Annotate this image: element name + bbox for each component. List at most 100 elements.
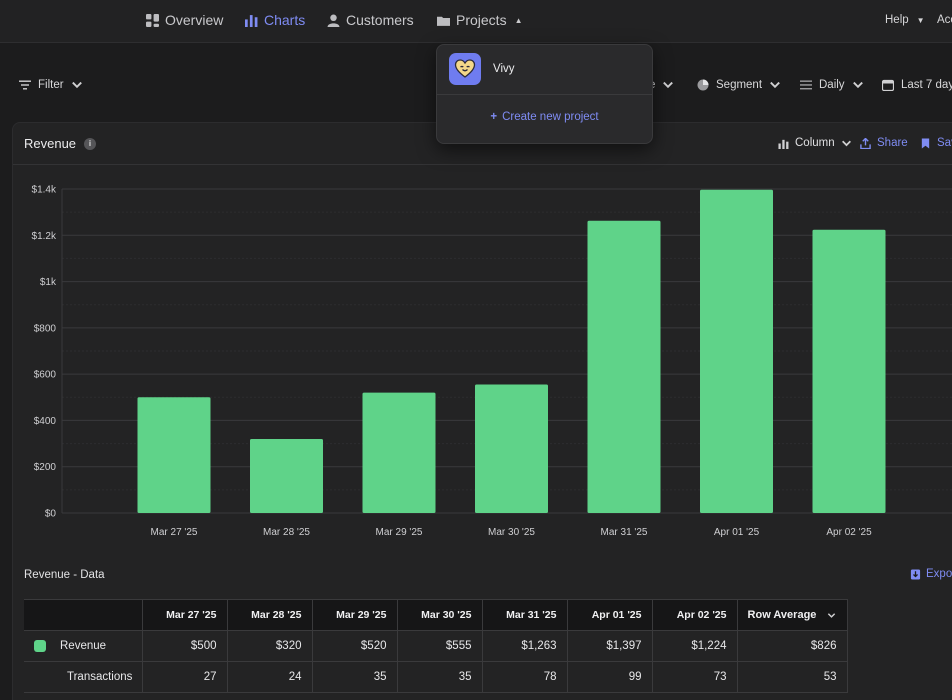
table-cell: $1,224 bbox=[651, 630, 738, 662]
folder-icon bbox=[437, 16, 450, 26]
x-tick-label: Mar 31 '25 bbox=[601, 527, 648, 538]
info-icon[interactable]: i bbox=[84, 137, 97, 150]
share-icon bbox=[860, 137, 871, 149]
nav-charts-label: Charts bbox=[264, 12, 306, 28]
column-header[interactable]: Mar 29 '25 bbox=[311, 599, 398, 631]
segment-button[interactable]: Segment bbox=[697, 79, 781, 91]
x-tick-label: Mar 28 '25 bbox=[263, 527, 310, 538]
date-range-label: Last 7 days bbox=[901, 79, 952, 91]
chevron-down-icon bbox=[841, 140, 851, 146]
resolution-button[interactable]: Daily bbox=[800, 79, 864, 91]
bookmark-icon bbox=[921, 137, 930, 149]
export-label: Expo bbox=[926, 568, 952, 580]
project-item-vivy[interactable]: Vivy bbox=[449, 53, 515, 85]
card-title: Revenue i bbox=[24, 136, 97, 151]
filter-icon bbox=[19, 80, 31, 90]
nav-projects[interactable]: Projects ▲ bbox=[437, 12, 523, 28]
data-table: Mar 27 '25 Mar 28 '25 Mar 29 '25 Mar 30 … bbox=[24, 599, 848, 693]
export-button[interactable]: Expo bbox=[910, 568, 952, 580]
bar[interactable] bbox=[137, 397, 211, 513]
segment-label: Segment bbox=[716, 79, 763, 91]
export-icon bbox=[910, 568, 921, 580]
bar[interactable] bbox=[362, 392, 436, 513]
share-button[interactable]: Share bbox=[860, 137, 908, 149]
column-header[interactable]: Apr 01 '25 bbox=[566, 599, 653, 631]
column-chart-icon bbox=[778, 139, 789, 149]
column-header[interactable]: Mar 31 '25 bbox=[481, 599, 568, 631]
revenue-chart: $0 $200 $400 $600 $800 $1k $1.2k $1.4k Mar 27 '… bbox=[32, 185, 952, 538]
create-project-button[interactable]: + Create new project bbox=[437, 111, 652, 123]
table-row-revenue: Revenue $500 $320 $520 $555 $1,263 $1,39… bbox=[24, 630, 848, 662]
bar[interactable] bbox=[475, 384, 548, 513]
x-tick-label: Mar 30 '25 bbox=[488, 527, 535, 538]
bar[interactable] bbox=[587, 220, 661, 513]
share-label: Share bbox=[877, 137, 908, 149]
y-tick-label: $1.2k bbox=[32, 231, 57, 242]
x-tick-label: Apr 01 '25 bbox=[714, 527, 760, 538]
project-name: Vivy bbox=[493, 63, 515, 75]
column-header[interactable]: Mar 30 '25 bbox=[396, 599, 483, 631]
chart-type-button[interactable]: Column bbox=[778, 137, 852, 149]
account-menu[interactable]: Acc bbox=[937, 14, 952, 26]
y-tick-label: $1k bbox=[40, 277, 57, 288]
chevron-down-icon bbox=[663, 81, 674, 89]
charts-icon bbox=[245, 14, 258, 27]
save-button[interactable]: Sav bbox=[920, 137, 952, 149]
dropdown-divider bbox=[437, 94, 652, 95]
date-range-button[interactable]: Last 7 days bbox=[882, 79, 952, 91]
pie-chart-icon bbox=[697, 79, 709, 91]
y-tick-label: $600 bbox=[34, 370, 57, 381]
filter-button[interactable]: Filter bbox=[19, 79, 83, 91]
heart-face-icon bbox=[454, 59, 476, 78]
table-cell: 78 bbox=[481, 661, 568, 693]
transactions-row-label: Transactions bbox=[24, 661, 143, 693]
chevron-down-icon bbox=[852, 81, 863, 89]
projects-dropdown: Vivy + Create new project bbox=[436, 44, 653, 144]
nav-charts[interactable]: Charts bbox=[245, 12, 305, 28]
table-cell: 35 bbox=[311, 661, 398, 693]
top-nav: Overview Charts Customers Projects ▲ Hel… bbox=[0, 0, 952, 43]
bar[interactable] bbox=[812, 229, 886, 513]
y-tick-label: $400 bbox=[34, 416, 57, 427]
revenue-row-label: Revenue bbox=[60, 640, 107, 653]
table-cell: $555 bbox=[396, 630, 483, 662]
table-corner-cell bbox=[24, 599, 143, 631]
chevron-down-icon bbox=[71, 81, 82, 89]
row-average-label: Row Average bbox=[747, 609, 817, 621]
column-header[interactable]: Mar 28 '25 bbox=[226, 599, 313, 631]
y-tick-label: $0 bbox=[45, 509, 57, 520]
table-cell: 99 bbox=[566, 661, 653, 693]
y-tick-label: $1.4k bbox=[32, 185, 57, 196]
x-tick-label: Mar 29 '25 bbox=[376, 527, 423, 538]
help-menu[interactable]: Help ▼ bbox=[885, 14, 925, 26]
nav-overview[interactable]: Overview bbox=[146, 12, 223, 28]
row-label-revenue: Revenue bbox=[24, 630, 143, 662]
table-cell: $520 bbox=[311, 630, 398, 662]
list-icon bbox=[800, 80, 812, 90]
filter-label: Filter bbox=[38, 79, 64, 91]
help-label: Help bbox=[885, 14, 909, 26]
create-project-label: Create new project bbox=[502, 111, 599, 123]
table-cell: $500 bbox=[141, 630, 228, 662]
resolution-label: Daily bbox=[819, 79, 845, 91]
chevron-down-icon bbox=[770, 81, 780, 89]
table-cell: 35 bbox=[396, 661, 483, 693]
legend-swatch[interactable] bbox=[34, 639, 46, 652]
chevron-down-icon bbox=[828, 612, 836, 618]
table-cell-average: 53 bbox=[736, 661, 848, 693]
bar[interactable] bbox=[250, 438, 323, 513]
customers-icon bbox=[327, 14, 340, 27]
caret-up-icon: ▲ bbox=[514, 15, 523, 25]
nav-customers[interactable]: Customers bbox=[327, 12, 414, 28]
card-title-label: Revenue bbox=[24, 136, 77, 151]
caret-down-icon: ▼ bbox=[916, 15, 925, 25]
column-header[interactable]: Apr 02 '25 bbox=[651, 599, 738, 631]
table-cell-average: $826 bbox=[736, 630, 848, 662]
row-average-header[interactable]: Row Average bbox=[736, 599, 848, 631]
x-tick-label: Apr 02 '25 bbox=[826, 527, 872, 538]
data-section-title: Revenue - Data bbox=[24, 569, 105, 581]
nav-projects-label: Projects bbox=[456, 12, 507, 28]
bar[interactable] bbox=[700, 189, 773, 514]
column-header[interactable]: Mar 27 '25 bbox=[141, 599, 228, 631]
table-cell: $320 bbox=[226, 630, 313, 662]
